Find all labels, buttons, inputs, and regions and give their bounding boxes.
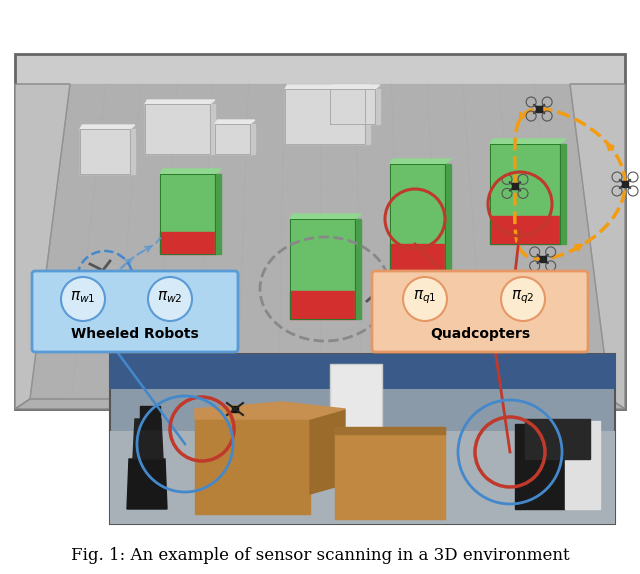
Polygon shape bbox=[565, 421, 600, 509]
Polygon shape bbox=[290, 219, 355, 291]
Circle shape bbox=[148, 277, 192, 321]
Polygon shape bbox=[215, 124, 250, 154]
Circle shape bbox=[501, 277, 545, 321]
Polygon shape bbox=[490, 139, 566, 144]
Bar bbox=[110, 354, 615, 389]
Polygon shape bbox=[195, 402, 345, 419]
Polygon shape bbox=[335, 429, 445, 519]
Text: Fig. 1: An example of sensor scanning in a 3D environment: Fig. 1: An example of sensor scanning in… bbox=[70, 548, 570, 564]
Polygon shape bbox=[215, 174, 221, 254]
Polygon shape bbox=[390, 244, 445, 274]
Polygon shape bbox=[560, 144, 566, 244]
Text: $\pi_{w2}$: $\pi_{w2}$ bbox=[157, 289, 183, 305]
Polygon shape bbox=[390, 159, 451, 164]
Polygon shape bbox=[15, 84, 70, 409]
Polygon shape bbox=[80, 129, 130, 174]
FancyBboxPatch shape bbox=[372, 271, 588, 352]
Polygon shape bbox=[145, 100, 215, 104]
Polygon shape bbox=[330, 85, 380, 89]
FancyBboxPatch shape bbox=[32, 271, 238, 352]
Polygon shape bbox=[133, 419, 163, 459]
Polygon shape bbox=[335, 427, 445, 434]
Polygon shape bbox=[160, 174, 215, 232]
Polygon shape bbox=[515, 424, 565, 509]
Polygon shape bbox=[290, 291, 355, 319]
Polygon shape bbox=[140, 406, 160, 429]
Polygon shape bbox=[375, 89, 380, 124]
Polygon shape bbox=[290, 214, 361, 219]
Polygon shape bbox=[127, 459, 167, 509]
Polygon shape bbox=[210, 104, 215, 154]
Bar bbox=[15, 54, 625, 409]
Text: $\pi_{w1}$: $\pi_{w1}$ bbox=[70, 289, 96, 305]
Polygon shape bbox=[30, 84, 610, 399]
Polygon shape bbox=[525, 419, 590, 459]
Text: Wheeled Robots: Wheeled Robots bbox=[71, 327, 199, 341]
Bar bbox=[110, 430, 615, 524]
Polygon shape bbox=[250, 124, 255, 154]
Polygon shape bbox=[570, 84, 625, 409]
Bar bbox=[330, 364, 382, 484]
Polygon shape bbox=[145, 104, 210, 154]
Polygon shape bbox=[490, 216, 560, 244]
Polygon shape bbox=[330, 89, 375, 124]
Polygon shape bbox=[285, 89, 365, 144]
Polygon shape bbox=[195, 419, 310, 514]
Polygon shape bbox=[355, 219, 361, 319]
Polygon shape bbox=[490, 144, 560, 216]
Polygon shape bbox=[130, 129, 135, 174]
Bar bbox=[110, 354, 615, 524]
Polygon shape bbox=[365, 89, 370, 144]
Polygon shape bbox=[15, 399, 625, 409]
Circle shape bbox=[61, 277, 105, 321]
Polygon shape bbox=[80, 125, 135, 129]
Circle shape bbox=[403, 277, 447, 321]
Polygon shape bbox=[215, 120, 255, 124]
Polygon shape bbox=[445, 164, 451, 274]
Text: $\pi_{q2}$: $\pi_{q2}$ bbox=[511, 288, 535, 306]
Text: $\pi_{q1}$: $\pi_{q1}$ bbox=[413, 288, 437, 306]
Polygon shape bbox=[160, 169, 221, 174]
Polygon shape bbox=[390, 164, 445, 244]
Polygon shape bbox=[285, 85, 370, 89]
Polygon shape bbox=[310, 409, 345, 494]
Text: Quadcopters: Quadcopters bbox=[430, 327, 530, 341]
Polygon shape bbox=[160, 232, 215, 254]
